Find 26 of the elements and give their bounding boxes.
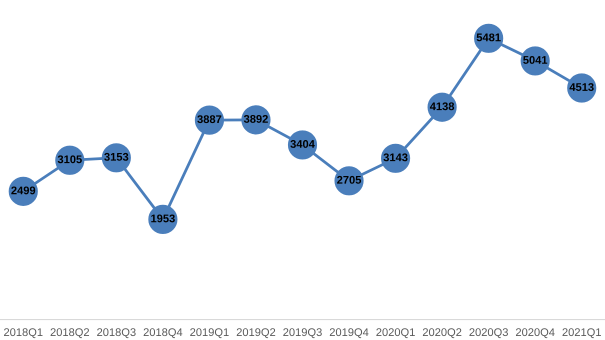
x-tick-label: 2021Q1 <box>562 328 601 338</box>
data-label: 3143 <box>383 153 408 162</box>
data-label: 4138 <box>430 102 454 110</box>
data-label: 2705 <box>337 176 362 184</box>
data-label: 3887 <box>197 115 222 124</box>
data-label: 1953 <box>151 214 175 222</box>
data-label: 5481 <box>476 33 501 42</box>
x-tick-label: 2018Q4 <box>144 328 182 338</box>
x-tick-label: 2020Q1 <box>376 328 415 338</box>
data-label: 5041 <box>523 56 548 64</box>
data-label: 2499 <box>11 186 36 194</box>
x-tick-label: 2019Q1 <box>190 328 229 338</box>
x-tick-label: 2018Q2 <box>50 328 90 338</box>
x-tick-label: 2019Q3 <box>283 328 322 338</box>
x-tick-label: 2020Q4 <box>516 328 555 338</box>
data-label: 3404 <box>290 140 315 148</box>
x-tick-label: 2020Q3 <box>469 328 508 338</box>
data-label: 3153 <box>104 152 128 161</box>
data-label: 3105 <box>58 155 82 164</box>
data-label: 4513 <box>570 83 594 91</box>
data-label: 3892 <box>244 114 268 123</box>
x-tick-label: 2018Q1 <box>4 328 42 338</box>
x-tick-label: 2018Q3 <box>97 328 136 338</box>
x-tick-label: 2019Q4 <box>330 328 368 338</box>
x-tick-label: 2020Q2 <box>422 328 462 338</box>
x-tick-label: 2019Q2 <box>236 328 276 338</box>
